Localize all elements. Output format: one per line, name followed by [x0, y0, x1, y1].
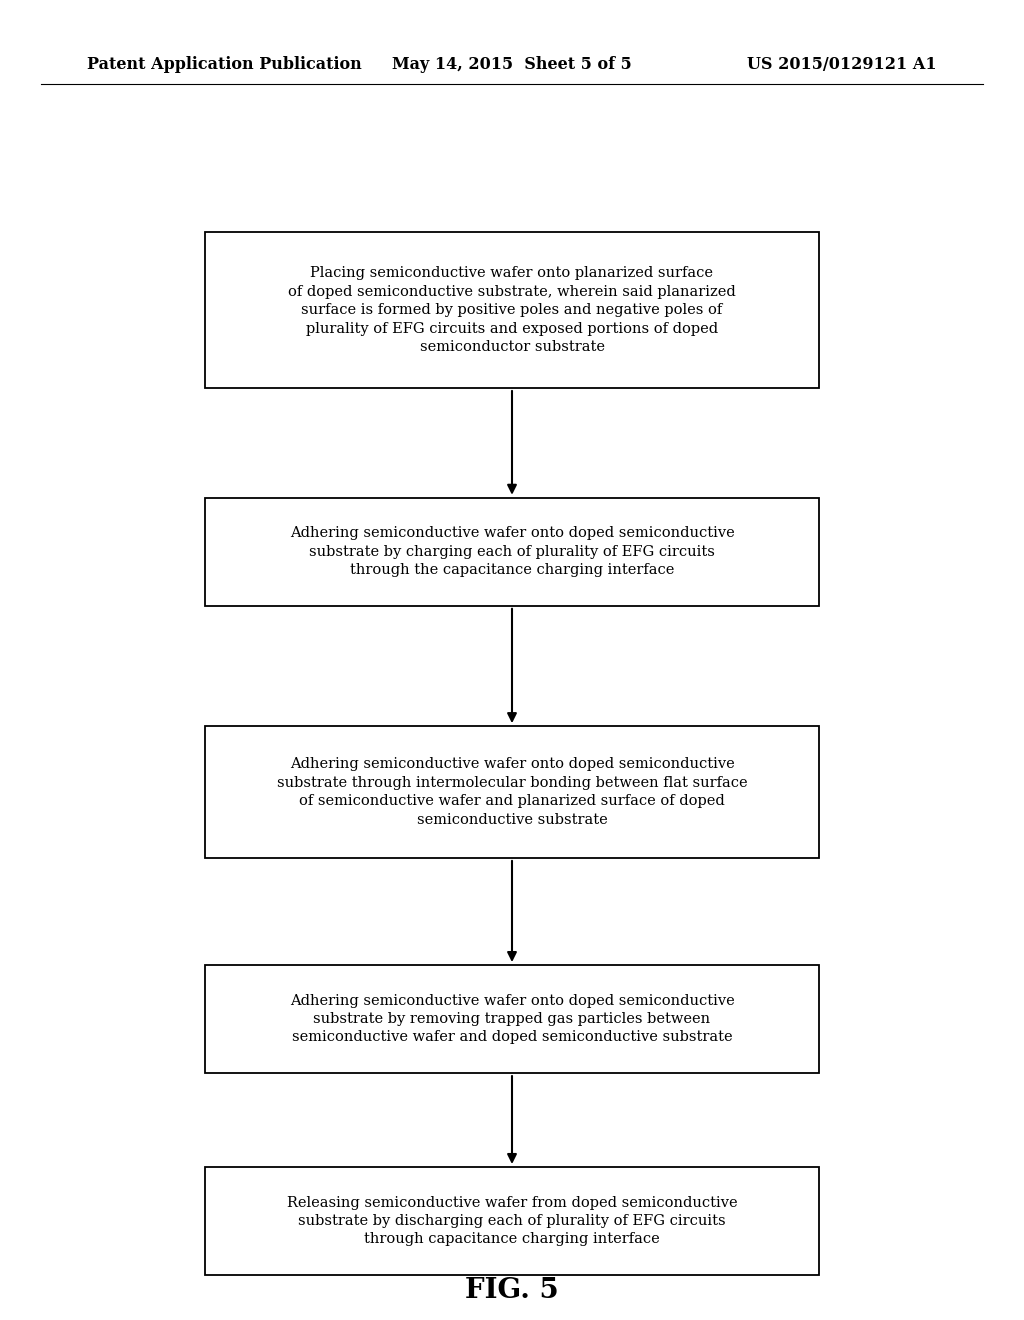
Text: Adhering semiconductive wafer onto doped semiconductive
substrate through interm: Adhering semiconductive wafer onto doped…	[276, 758, 748, 826]
Text: Adhering semiconductive wafer onto doped semiconductive
substrate by charging ea: Adhering semiconductive wafer onto doped…	[290, 527, 734, 577]
FancyBboxPatch shape	[205, 498, 819, 606]
Text: Patent Application Publication: Patent Application Publication	[87, 57, 361, 73]
Text: FIG. 5: FIG. 5	[465, 1278, 559, 1304]
Text: Adhering semiconductive wafer onto doped semiconductive
substrate by removing tr: Adhering semiconductive wafer onto doped…	[290, 994, 734, 1044]
Text: May 14, 2015  Sheet 5 of 5: May 14, 2015 Sheet 5 of 5	[392, 57, 632, 73]
Text: Releasing semiconductive wafer from doped semiconductive
substrate by dischargin: Releasing semiconductive wafer from dope…	[287, 1196, 737, 1246]
Text: Placing semiconductive wafer onto planarized surface
of doped semiconductive sub: Placing semiconductive wafer onto planar…	[288, 267, 736, 354]
FancyBboxPatch shape	[205, 232, 819, 388]
FancyBboxPatch shape	[205, 965, 819, 1073]
FancyBboxPatch shape	[205, 1167, 819, 1275]
Text: US 2015/0129121 A1: US 2015/0129121 A1	[748, 57, 937, 73]
FancyBboxPatch shape	[205, 726, 819, 858]
